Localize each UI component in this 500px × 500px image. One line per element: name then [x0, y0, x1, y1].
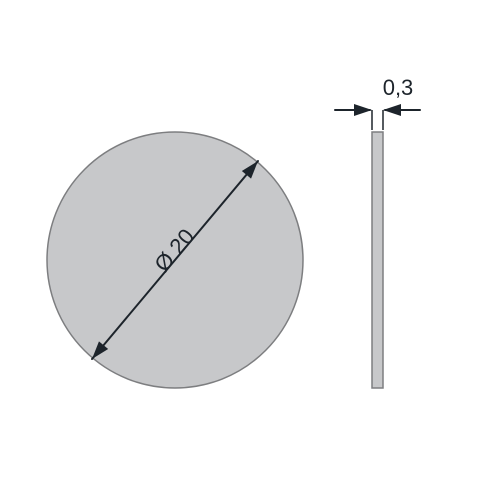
disc-side-view [372, 132, 383, 388]
thickness-label: 0,3 [383, 75, 414, 100]
